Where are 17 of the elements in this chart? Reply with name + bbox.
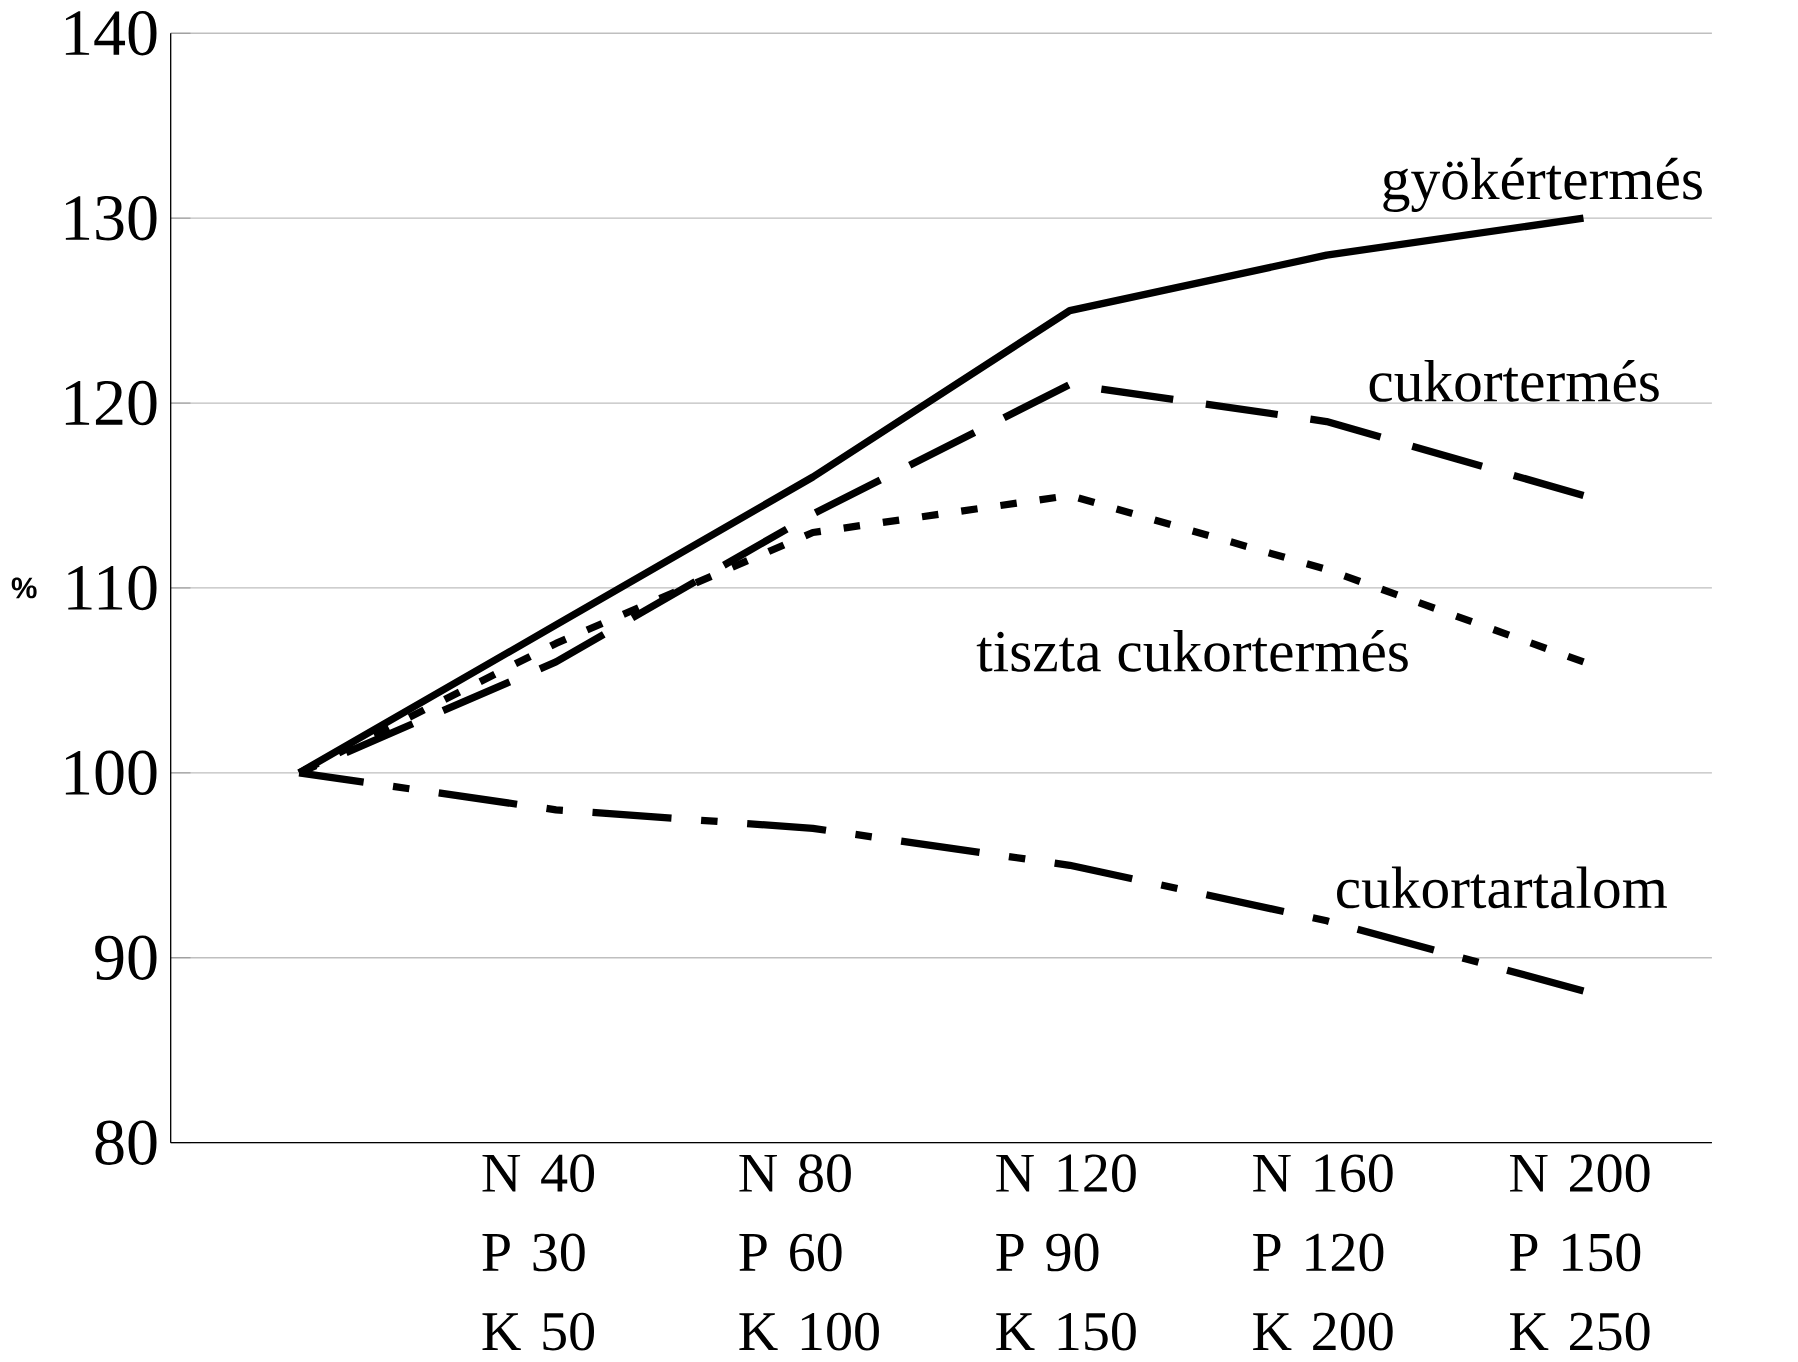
y-tick-label: 80	[95, 1120, 157, 1166]
y-tick-label: 120	[65, 381, 157, 426]
y-tick-label: 100	[65, 750, 157, 796]
series-label: cukortartalom	[1337, 866, 1667, 909]
series-label: gyökértermés	[1383, 158, 1702, 213]
y-tick-label: 140	[65, 11, 157, 56]
x-tick-label: N 40 P 30 K 50	[482, 1154, 595, 1351]
series-label: cukortermés	[1369, 360, 1659, 403]
y-tick-label: 90	[95, 935, 157, 981]
series-label: tiszta cukortermés	[976, 630, 1408, 672]
y-axis-title: %	[11, 577, 37, 599]
y-tick-label: 130	[65, 196, 157, 241]
x-tick-label: N 120 P 90 K 150	[996, 1154, 1136, 1351]
x-tick-label: N 200 P 150 K 250	[1509, 1154, 1650, 1351]
x-tick-label: N 80 P 60 K 100	[739, 1154, 879, 1351]
y-tick-label: 110	[68, 565, 157, 611]
x-tick-label: N 160 P 120 K 200	[1253, 1154, 1393, 1351]
